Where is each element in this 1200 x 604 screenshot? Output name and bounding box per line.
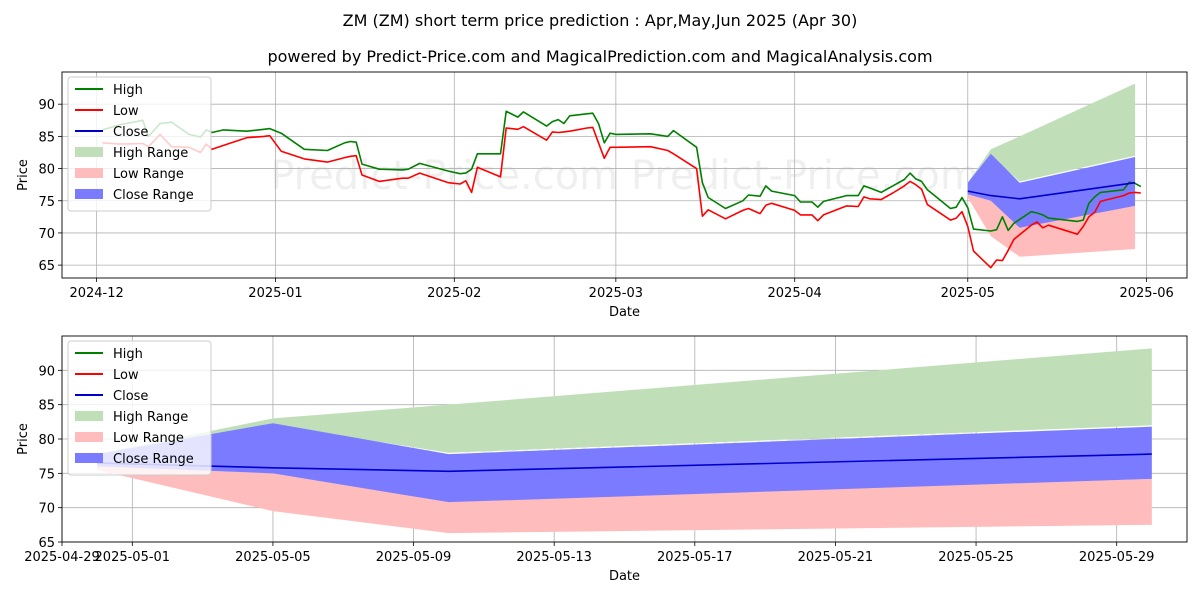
- watermark: Predict-Price.com Predict-Price.com: [270, 153, 979, 199]
- legend-label: High: [113, 347, 143, 362]
- legend-label: Close Range: [113, 452, 194, 467]
- close-range-band: [97, 423, 1152, 503]
- legend: High Low Close High Range Low Range Close Ran…: [67, 340, 212, 476]
- plot-frame: [61, 71, 1188, 279]
- y-tick-label: 85: [38, 130, 55, 145]
- x-tick-label: 2025-05: [941, 286, 995, 301]
- x-tick-label: 2025-05-21: [798, 550, 874, 565]
- legend-label: High: [113, 83, 143, 98]
- legend-label: Close: [113, 389, 148, 404]
- chart-subtitle: powered by Predict-Price.com and Magical…: [267, 47, 932, 66]
- x-tick-label: 2025-03: [589, 286, 643, 301]
- y-tick-label: 90: [38, 364, 55, 379]
- legend: High Low Close High Range Low Range Close Ran…: [67, 76, 212, 212]
- bottom-panel: Predict-Price.com Predict-Price.com2025-…: [16, 335, 1188, 584]
- legend-label: Low Range: [113, 431, 184, 446]
- x-tick-label: 2025-05-13: [516, 550, 592, 565]
- y-axis-label: Price: [16, 423, 31, 455]
- legend-swatch: [75, 189, 103, 199]
- x-tick-label: 2025-06: [1119, 286, 1173, 301]
- plot-frame: [61, 335, 1188, 543]
- x-tick-label: 2025-04-29: [24, 550, 100, 565]
- legend-label: High Range: [113, 410, 188, 425]
- legend-swatch: [75, 147, 103, 157]
- x-tick-label: 2025-05-17: [657, 550, 733, 565]
- y-tick-label: 75: [38, 195, 55, 210]
- high-range-band: [97, 348, 1152, 460]
- x-axis-label: Date: [609, 305, 640, 320]
- high-series-line: [102, 110, 1142, 232]
- y-tick-label: 65: [38, 536, 55, 551]
- legend-box: [67, 76, 212, 212]
- legend-label: High Range: [113, 146, 188, 161]
- y-axis-label: Price: [16, 159, 31, 191]
- x-tick-label: 2025-01: [248, 286, 302, 301]
- legend-swatch: [75, 432, 103, 442]
- legend-swatch: [75, 168, 103, 178]
- x-tick-label: 2025-05-05: [235, 550, 311, 565]
- legend-swatch: [75, 411, 103, 421]
- y-tick-label: 80: [38, 433, 55, 448]
- y-tick-label: 70: [38, 227, 55, 242]
- x-tick-label: 2025-05-01: [95, 550, 171, 565]
- legend-label: Low: [113, 104, 139, 119]
- legend-label: Close: [113, 125, 148, 140]
- y-tick-label: 90: [38, 98, 55, 113]
- x-tick-label: 2025-05-25: [938, 550, 1014, 565]
- low-range-band: [97, 466, 1152, 534]
- x-tick-label: 2025-02: [427, 286, 481, 301]
- y-tick-label: 75: [38, 467, 55, 482]
- chart-title: ZM (ZM) short term price prediction : Ap…: [343, 11, 858, 30]
- x-tick-label: 2025-04: [768, 286, 822, 301]
- close-series-line: [967, 181, 1136, 200]
- legend-label: Low: [113, 368, 139, 383]
- high-range-band: [967, 83, 1136, 188]
- legend-label: Close Range: [113, 188, 194, 203]
- close-range-band: [967, 153, 1136, 228]
- x-tick-label: 2025-05-09: [376, 550, 452, 565]
- x-tick-label: 2025-05-29: [1079, 550, 1155, 565]
- y-tick-label: 70: [38, 502, 55, 517]
- x-tick-label: 2024-12: [69, 286, 123, 301]
- y-tick-label: 85: [38, 399, 55, 414]
- legend-label: Low Range: [113, 167, 184, 182]
- y-tick-label: 80: [38, 163, 55, 178]
- legend-swatch: [75, 453, 103, 463]
- y-tick-label: 65: [38, 259, 55, 274]
- legend-box: [67, 340, 212, 476]
- top-panel: Predict-Price.com Predict-Price.com 2024-…: [16, 71, 1188, 320]
- x-axis-label: Date: [609, 569, 640, 584]
- low-series-line: [102, 125, 1141, 269]
